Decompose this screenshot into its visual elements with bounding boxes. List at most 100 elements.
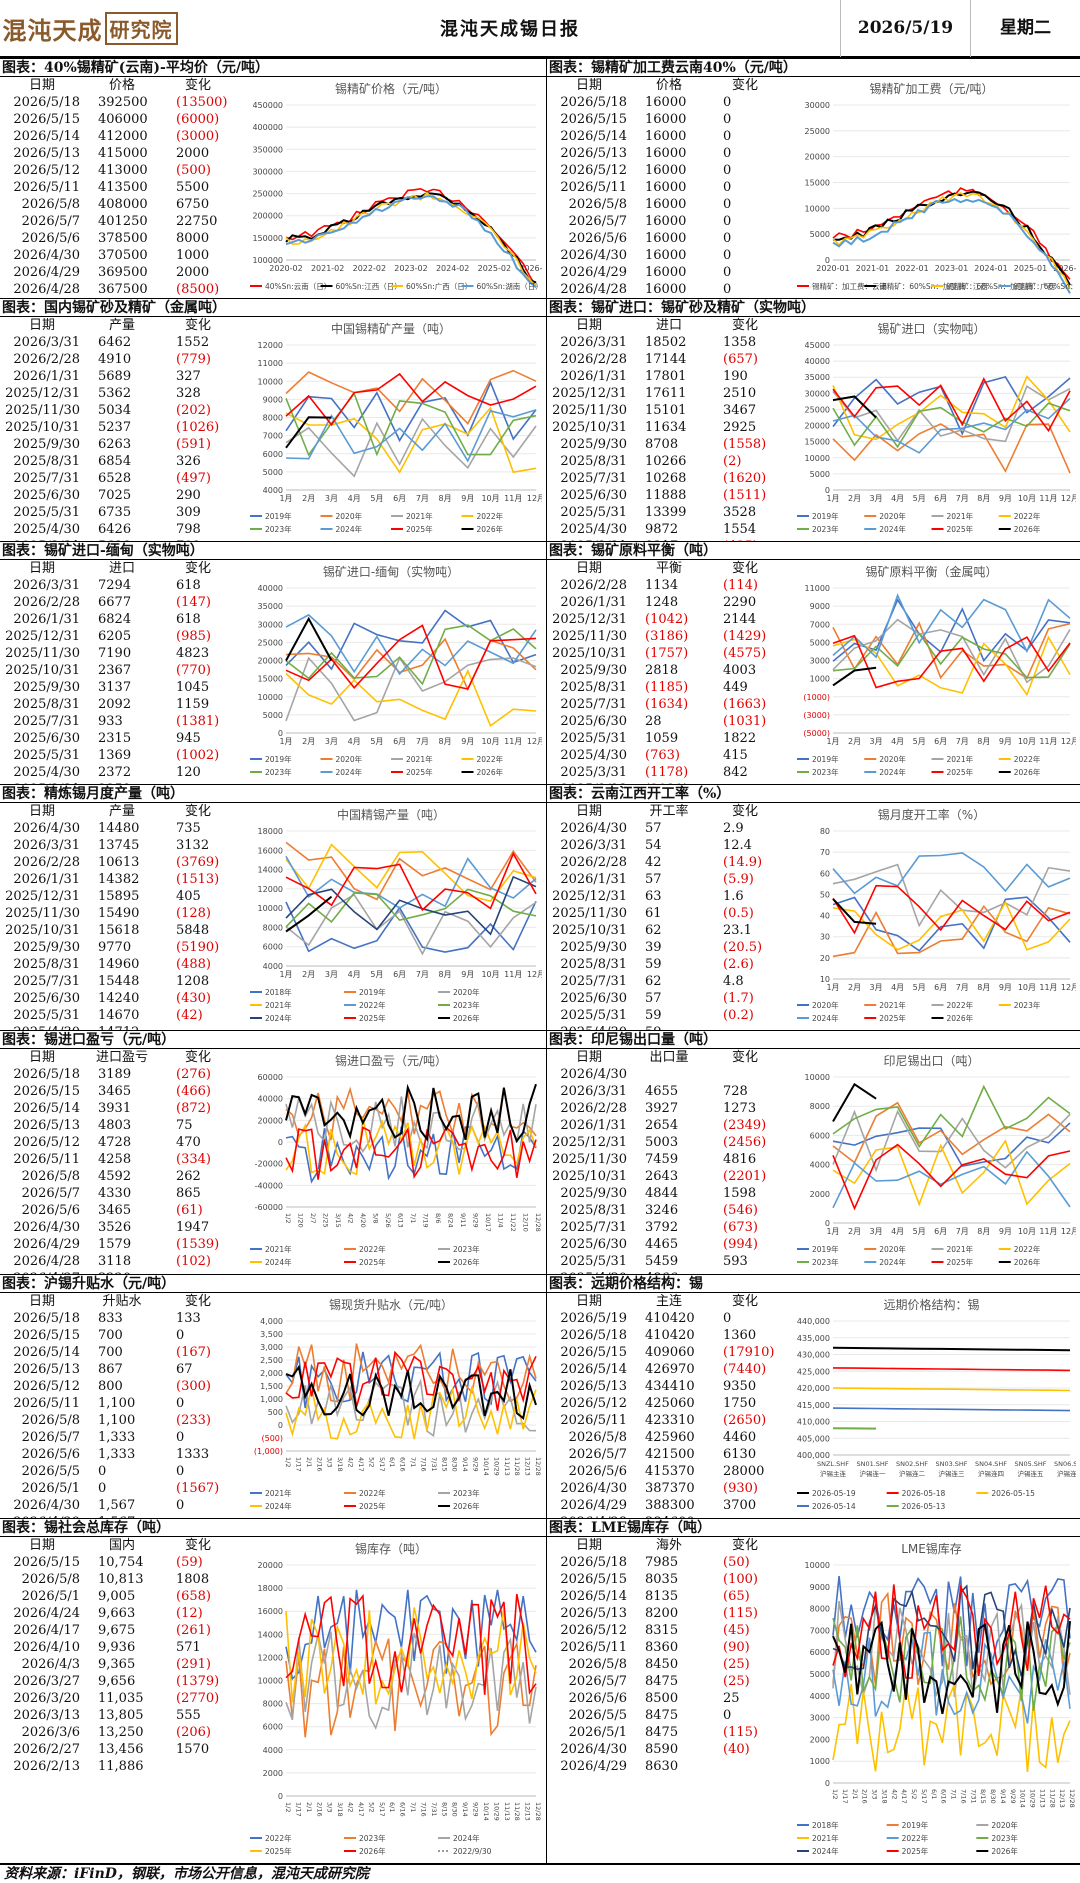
table-cell: 2025/5/31 (560, 1254, 627, 1269)
column-header: 日期 (575, 1294, 602, 1309)
legend-label: 2022年 (359, 1488, 386, 1498)
x-tick-label: 3/18 (336, 1457, 344, 1472)
column-header: 日期 (28, 1294, 55, 1309)
y-tick-label: -40000 (255, 1181, 283, 1190)
table-cell: 2026/4/30 (13, 1220, 80, 1235)
x-tick-label: 5月 (913, 983, 926, 992)
table-cell: 4003 (723, 663, 757, 678)
table-cell: 10266 (645, 454, 687, 469)
table-cell: 2026/5/13 (13, 1118, 80, 1133)
x-tick-label: SN03.SHF (935, 1460, 967, 1468)
y-tick-label: 0 (278, 1421, 283, 1430)
x-tick-label: 11/13 (1038, 1789, 1046, 1808)
column-header: 日期 (28, 318, 55, 333)
legend-label: 2026-05-18 (902, 1489, 946, 1498)
table-cell: 735 (176, 821, 201, 836)
report-header: 混沌天成 研究院 混沌天成锡日报 2026/5/19 星期二 (0, 0, 1080, 58)
table-cell: 2025/10/31 (552, 646, 627, 661)
table-row: 2026/4/28 367500 (8500) (0, 281, 236, 298)
table-row: 2026/1/31 2654 (2349) (547, 1117, 783, 1134)
table-cell: 2026/4/29 (0, 1514, 84, 1518)
table-cell: 378500 (98, 231, 148, 246)
table-cell: (872) (176, 1101, 211, 1116)
data-table: 日期 进口 变化 2026/3/31 7294 618 2026/2/28 6677 (147)… (0, 560, 236, 784)
x-tick-label: SN05.SHF (1014, 1460, 1046, 1468)
table-cell: 2025/12/31 (5, 889, 80, 904)
legend-label: 2021年 (406, 511, 433, 521)
legend-label: 2023年 (812, 524, 839, 534)
table-cell: 0 (176, 1464, 185, 1479)
table-cell: 57 (645, 991, 662, 1006)
y-tick-label: 250000 (252, 190, 283, 199)
x-tick-label: 3月 (870, 1227, 883, 1236)
table-cell: 2025/9/30 (13, 437, 80, 452)
table-cell: 13,250 (98, 1725, 144, 1740)
panel-p14: 图表：LME锡库存（吨） 日期 海外 变化 2026/5/18 7985 (50) 2026/… (547, 1518, 1080, 1863)
panel-title: 图表：云南江西开工率（%） (547, 784, 1080, 803)
table-cell: (1513) (176, 872, 220, 887)
table-cell: 7190 (98, 646, 132, 661)
table-cell: (3186) (645, 629, 689, 644)
series-line (832, 863, 1071, 928)
table-row: 2026/5/14 8135 (65) (547, 1588, 783, 1605)
x-tick-label: 12月 (1061, 494, 1076, 503)
table-cell: 2025/6/30 (13, 488, 80, 503)
table-cell: 2026/2/28 (13, 595, 80, 610)
table-cell: 15101 (645, 403, 687, 418)
table-row: 2025/7/31 62 4.8 (547, 973, 783, 990)
table-row: 2026/5/11 8360 (90) (547, 1639, 783, 1656)
x-tick-label: 11/13 (503, 1457, 511, 1476)
table-cell: 2026/5/14 (13, 1101, 80, 1116)
x-tick-label: 10/29 (1029, 1789, 1037, 1808)
table-cell: 1,567 (84, 1514, 160, 1518)
table-cell: 5034 (98, 403, 132, 418)
series-line (832, 385, 1071, 443)
x-tick-label: 8/30 (451, 1802, 459, 1817)
y-tick-label: 9000 (810, 602, 830, 611)
table-cell: 2025/8/31 (13, 454, 80, 469)
x-tick-label: 9/29 (472, 1457, 480, 1472)
column-header: 日期 (28, 804, 55, 819)
table-cell: 2025/6/30 (560, 714, 627, 729)
report-date: 2026/5/19 (840, 0, 970, 57)
table-cell: 415370 (645, 1464, 695, 1479)
data-table: 日期 升贴水 变化 2026/5/18 833 133 2026/5/15 700 0 2026/… (0, 1293, 236, 1518)
x-tick-label: 5月 (913, 1227, 926, 1236)
x-tick-label: 10月 (481, 970, 499, 979)
x-tick-label: 7/31 (430, 1802, 438, 1817)
y-tick-label: 12000 (258, 341, 283, 350)
y-tick-label: 7000 (810, 1626, 830, 1635)
table-row: 2025/9/30 9770 (5190) (0, 939, 236, 956)
y-tick-label: 35000 (805, 373, 830, 382)
legend-label: 锡精矿：加工费：云南 (812, 281, 887, 291)
column-header: 变化 (731, 1294, 758, 1309)
series-line (285, 406, 537, 474)
table-row: 2026/5/8 4592 262 (0, 1168, 236, 1185)
series-line (832, 1084, 1071, 1149)
x-tick-label: 4月 (891, 494, 904, 503)
x-tick-label: 5月 (370, 494, 383, 503)
chart-title: 锡精矿价格（元/吨） (335, 81, 447, 96)
table-cell: 470 (176, 1135, 201, 1150)
table-cell: 290 (176, 488, 201, 503)
table-cell: 2025/11/30 (5, 646, 80, 661)
chart-svg: 远期价格结构：锡 440,000 435,000 430,000 425,000 420,… (797, 1297, 1076, 1511)
table-cell: 2025/10/31 (5, 420, 80, 435)
table-cell: (763) (645, 748, 680, 763)
table-cell: 16000 (645, 95, 687, 110)
table-cell: 0 (723, 265, 732, 280)
table-cell: 1822 (723, 731, 757, 746)
series-line (285, 893, 537, 956)
legend-label: 2022年 (1014, 754, 1041, 764)
legend-label: 2024年 (812, 1013, 839, 1023)
y-tick-label: 8000 (810, 1102, 830, 1111)
table-cell: 2025/10/31 (552, 923, 627, 938)
legend-label: 2020年 (453, 987, 480, 997)
table-cell: (2) (723, 454, 742, 469)
table-cell: 4655 (645, 1084, 679, 1099)
table-cell: (276) (176, 1067, 211, 1082)
table-cell: 2025/4/30 (547, 1024, 631, 1030)
x-tick-label: 沪锡连六 (1057, 1469, 1076, 1478)
chart-area: 锡月度开工率（%） 80 70 60 50 40 30 20 10 1月 2月 3月 4月 5月 6月 7月 8… (787, 803, 1076, 1027)
table-row: 2026/4/30 (547, 1066, 783, 1083)
